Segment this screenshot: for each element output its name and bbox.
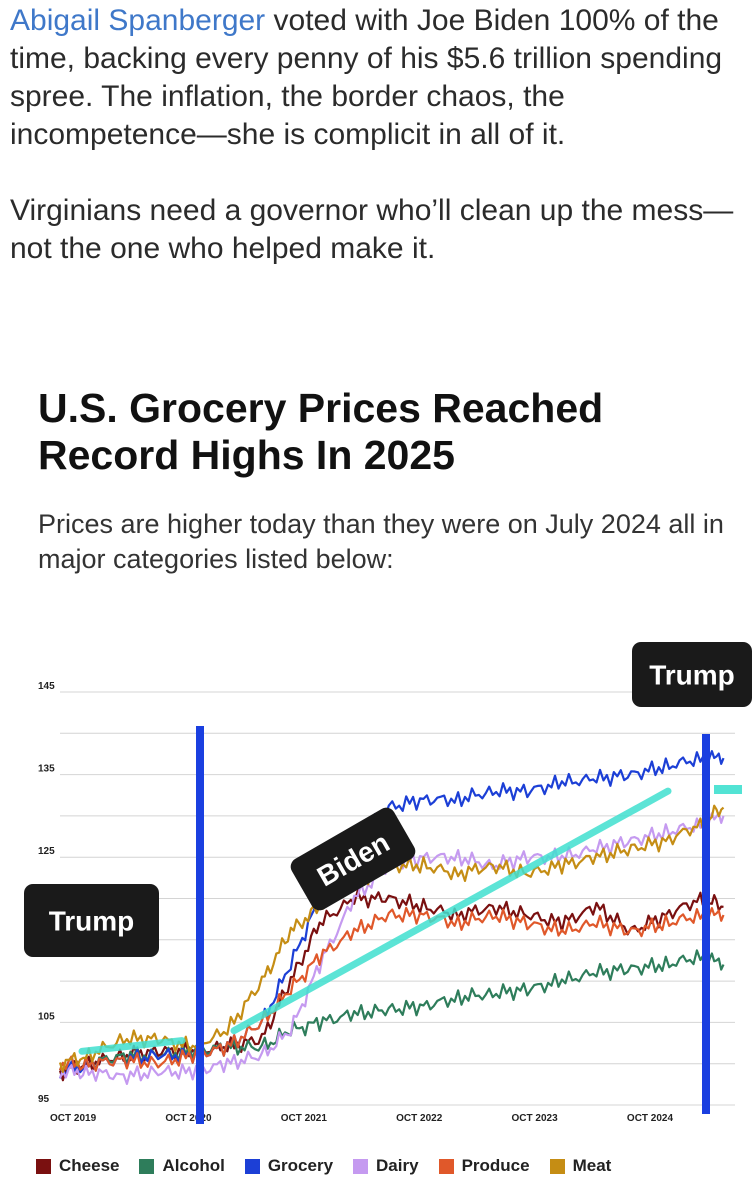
legend-item-cheese: Cheese xyxy=(36,1156,119,1176)
y-tick-label: 95 xyxy=(38,1094,50,1105)
legend-label: Meat xyxy=(572,1156,612,1175)
trump-badge-left: Trump xyxy=(24,884,159,957)
legend-item-dairy: Dairy xyxy=(353,1156,419,1176)
legend-item-produce: Produce xyxy=(438,1156,530,1176)
legend-label: Produce xyxy=(461,1156,530,1175)
trump-badge-right: Trump xyxy=(632,642,752,707)
x-tick-label: OCT 2019 xyxy=(50,1113,97,1124)
series-line-grocery xyxy=(58,750,725,1079)
trend-line-segment xyxy=(78,1037,186,1055)
badge-label: Trump xyxy=(649,660,735,691)
term-marker-line xyxy=(196,726,204,1124)
trend-line-segment xyxy=(230,787,672,1035)
x-tick-label: OCT 2023 xyxy=(512,1113,559,1124)
post-paragraph-1: Abigail Spanberger voted with Joe Biden … xyxy=(10,2,750,154)
legend-swatch xyxy=(244,1158,260,1174)
legend-item-meat: Meat xyxy=(549,1156,612,1176)
legend-item-alcohol: Alcohol xyxy=(139,1156,225,1176)
x-tick-labels: OCT 2019 OCT 2020 OCT 2021 OCT 2022 OCT 2023… xyxy=(50,1113,673,1124)
legend-swatch xyxy=(438,1158,454,1174)
y-tick-labels: 145 135 125 105 95 xyxy=(38,681,55,1105)
legend-label: Alcohol xyxy=(162,1156,225,1175)
chart-headline: U.S. Grocery Prices Reached Record Highs… xyxy=(38,385,604,478)
y-tick-label: 135 xyxy=(38,764,55,775)
y-tick-label: 125 xyxy=(38,846,55,857)
legend-swatch xyxy=(139,1158,155,1174)
post-text: Abigail Spanberger voted with Joe Biden … xyxy=(10,2,750,268)
legend-label: Dairy xyxy=(376,1156,419,1175)
legend-label: Grocery xyxy=(267,1156,334,1175)
legend-label: Cheese xyxy=(59,1156,120,1175)
legend-swatch xyxy=(353,1158,369,1174)
legend-item-grocery: Grocery xyxy=(244,1156,334,1176)
x-tick-label: OCT 2021 xyxy=(281,1113,328,1124)
y-tick-label: 145 xyxy=(38,681,55,692)
x-tick-label: OCT 2022 xyxy=(396,1113,443,1124)
badge-background xyxy=(24,884,159,957)
chart-legend: Cheese Alcohol Grocery Dairy Produce Meat xyxy=(36,1156,746,1176)
series-line-produce xyxy=(58,906,725,1072)
series-line-alcohol xyxy=(58,949,725,1071)
x-tick-label: OCT 2020 xyxy=(165,1113,212,1124)
y-tick-label: 105 xyxy=(38,1011,55,1022)
legend-swatch xyxy=(549,1158,565,1174)
post-paragraph-1-text: voted with Joe Biden 100% of the time, b… xyxy=(10,4,723,151)
series-line-cheese xyxy=(58,889,724,1082)
badge-label: Trump xyxy=(49,906,135,937)
series-lines xyxy=(58,750,725,1085)
term-marker-line xyxy=(702,734,710,1114)
post-paragraph-2: Virginians need a governor who’ll clean … xyxy=(10,194,734,265)
badge-background xyxy=(290,807,416,911)
chart-subhead: Prices are higher today than they were o… xyxy=(38,509,724,574)
x-tick-label: OCT 2024 xyxy=(627,1113,674,1124)
legend-swatch xyxy=(36,1158,51,1174)
author-link[interactable]: Abigail Spanberger xyxy=(10,4,266,37)
badge-background xyxy=(632,642,752,707)
